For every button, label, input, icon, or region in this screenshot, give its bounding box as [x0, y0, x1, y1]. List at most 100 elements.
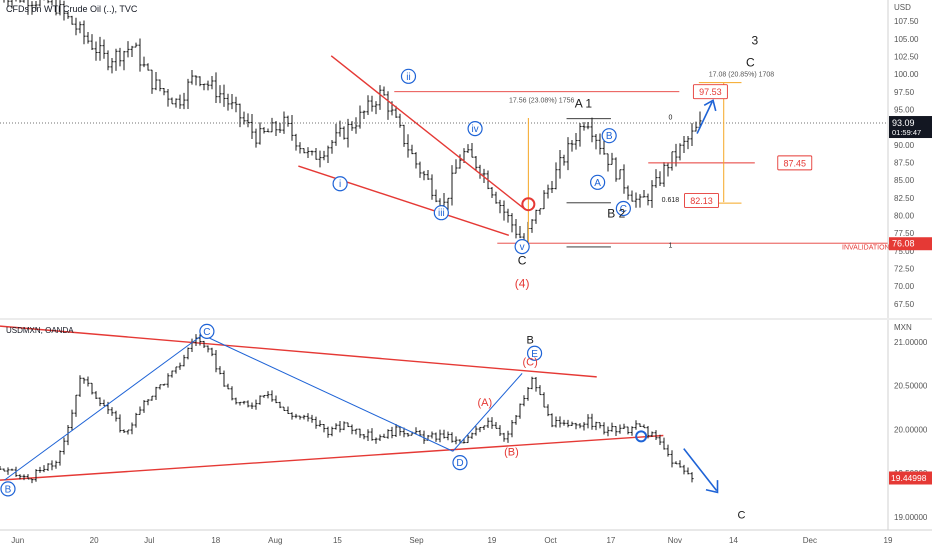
breakout-circle — [521, 197, 536, 212]
oil-wave-label-B — [601, 128, 617, 144]
time-tick-5: 15 — [333, 536, 342, 545]
usdmxn-annotation-2: (A) — [478, 397, 493, 409]
level-box-text-1: 87.45 — [783, 158, 806, 168]
oil-annotation-6: 17.56 (23.08%) 1756 — [509, 97, 574, 104]
time-tick-1: 20 — [90, 536, 99, 545]
oil-wave-label-v-text: v — [520, 242, 525, 253]
oil-annotation-4: C — [518, 253, 527, 267]
oil-scale-tick-label: 67.50 — [894, 300, 915, 309]
triangle-lower-line — [0, 434, 664, 481]
oil-wave-label-ii — [400, 68, 417, 84]
level-box-text-0: 97.53 — [699, 87, 722, 97]
oil-scale-tick-label: 72.50 — [894, 265, 915, 274]
oil-annotation-0: 3 — [751, 34, 758, 48]
oil-wave-label-iv — [467, 121, 483, 137]
oil-wave-label-C — [615, 200, 631, 217]
usdmxn-wave-label-C-text: C — [203, 327, 210, 338]
time-tick-13: 19 — [884, 536, 893, 545]
oil-scale-unit-label: USD — [894, 3, 911, 12]
usdmxn-wave-label-D — [452, 455, 468, 471]
oil-annotation-1: C — [746, 55, 755, 69]
oil-annotation-11: INVALIDATION — [842, 244, 890, 251]
oil-wave-label-C-text: C — [620, 204, 627, 215]
oil-scale-tick-label: 82.50 — [894, 194, 915, 203]
oil-wave-label-iii — [433, 205, 449, 221]
level-box-2 — [684, 193, 719, 208]
oil-annotation-5: (4) — [515, 277, 530, 291]
oil-scale-tick-label: 97.50 — [894, 88, 915, 97]
usdmxn-scale-tick-label: 20.00000 — [894, 425, 928, 434]
time-tick-12: Dec — [803, 536, 817, 545]
usdmxn-wave-label-B — [0, 481, 16, 497]
usdmxn-last-price-tag — [889, 471, 932, 485]
usdmxn-last-price-text: 19.44998 — [891, 473, 927, 483]
downside-arrow — [683, 448, 718, 492]
usdmxn-scale-tick-label: 19.00000 — [894, 513, 928, 522]
oil-wave-label-v — [514, 239, 530, 255]
usdmxn-scale-unit-label: MXN — [894, 323, 912, 332]
oil-wave-label-iv-text: iv — [471, 124, 478, 135]
oil-scale-tick-label: 75.00 — [894, 247, 915, 256]
oil-wave-label-A-text: A — [594, 178, 601, 189]
oil-chart-title: CFDs on WTI Crude Oil (..), TVC — [6, 4, 138, 14]
oil-scale-tick-label: 87.50 — [894, 159, 915, 168]
oil-scale-tick-label: 100.00 — [894, 70, 919, 79]
oil-scale-tick-label: 70.00 — [894, 282, 915, 291]
usdmxn-wave-label-E — [526, 345, 543, 361]
oil-annotation-7: 17.08 (20.85%) 1708 — [709, 71, 774, 78]
oil-wave-label-B-text: B — [606, 131, 613, 142]
usdmxn-annotation-4: C — [738, 510, 746, 522]
oil-wave-label-i — [332, 176, 348, 192]
usdmxn-wave-label-B-text: B — [5, 484, 12, 495]
downside-arrow-head — [705, 480, 719, 494]
oil-last-price-text: 93.09 — [892, 118, 915, 128]
usdmxn-wave-label-E-text: E — [531, 349, 538, 360]
invalidation-price-tag — [889, 237, 932, 251]
usdmxn-chart-title: USDMXN, OANDA — [6, 326, 74, 335]
usdmxn-wave-label-D-text: D — [456, 458, 463, 469]
breakdown-circle — [635, 430, 648, 443]
oil-scale-tick-label: 80.00 — [894, 212, 915, 221]
oil-scale-tick-label: 77.50 — [894, 229, 915, 238]
oil-countdown-text: 01:59:47 — [892, 128, 921, 137]
oil-scale-tick-label: 95.00 — [894, 106, 915, 115]
oil-annotation-8: 0 — [668, 114, 672, 121]
level-box-text-2: 82.13 — [690, 196, 713, 206]
invalidation-price-text: 76.08 — [892, 239, 915, 249]
usdmxn-wave-line — [452, 373, 523, 452]
time-tick-0: Jun — [11, 536, 24, 545]
usdmxn-scale-tick-label: 21.00000 — [894, 338, 928, 347]
time-tick-10: Nov — [668, 536, 682, 545]
oil-scale-tick-label: 102.50 — [894, 53, 919, 62]
usdmxn-annotation-1: (C) — [522, 357, 537, 369]
oil-wave-label-ii-text: ii — [406, 72, 410, 83]
oil-wave-label-A — [590, 174, 606, 190]
usdmxn-wave-label-C — [199, 323, 215, 339]
time-tick-7: 19 — [487, 536, 496, 545]
time-tick-9: 17 — [606, 536, 615, 545]
level-box-0 — [692, 84, 728, 100]
wedge-lower-line — [298, 165, 510, 236]
time-tick-11: 14 — [729, 536, 738, 545]
time-tick-2: Jul — [144, 536, 154, 545]
projection-arrow — [696, 101, 713, 134]
usdmxn-wave-line — [202, 334, 454, 452]
time-tick-4: Aug — [268, 536, 282, 545]
oil-annotation-9: 0.618 — [662, 197, 680, 204]
wedge-upper-line — [330, 55, 525, 210]
oil-annotation-10: 1 — [668, 242, 672, 249]
oil-last-price-tag — [889, 116, 932, 139]
oil-scale-tick-label: 85.00 — [894, 176, 915, 185]
oil-scale-tick-label: 90.00 — [894, 141, 915, 150]
triangle-upper-line — [0, 325, 597, 378]
usdmxn-scale-tick-label: 20.50000 — [894, 382, 928, 391]
oil-wave-label-iii-text: iii — [438, 208, 445, 219]
projection-arrow-head — [703, 99, 717, 112]
usdmxn-wave-line — [4, 334, 203, 481]
usdmxn-annotation-0: B — [526, 335, 533, 347]
oil-annotation-2: A 1 — [575, 96, 593, 110]
time-tick-8: Oct — [544, 536, 557, 545]
level-box-1 — [777, 155, 813, 171]
